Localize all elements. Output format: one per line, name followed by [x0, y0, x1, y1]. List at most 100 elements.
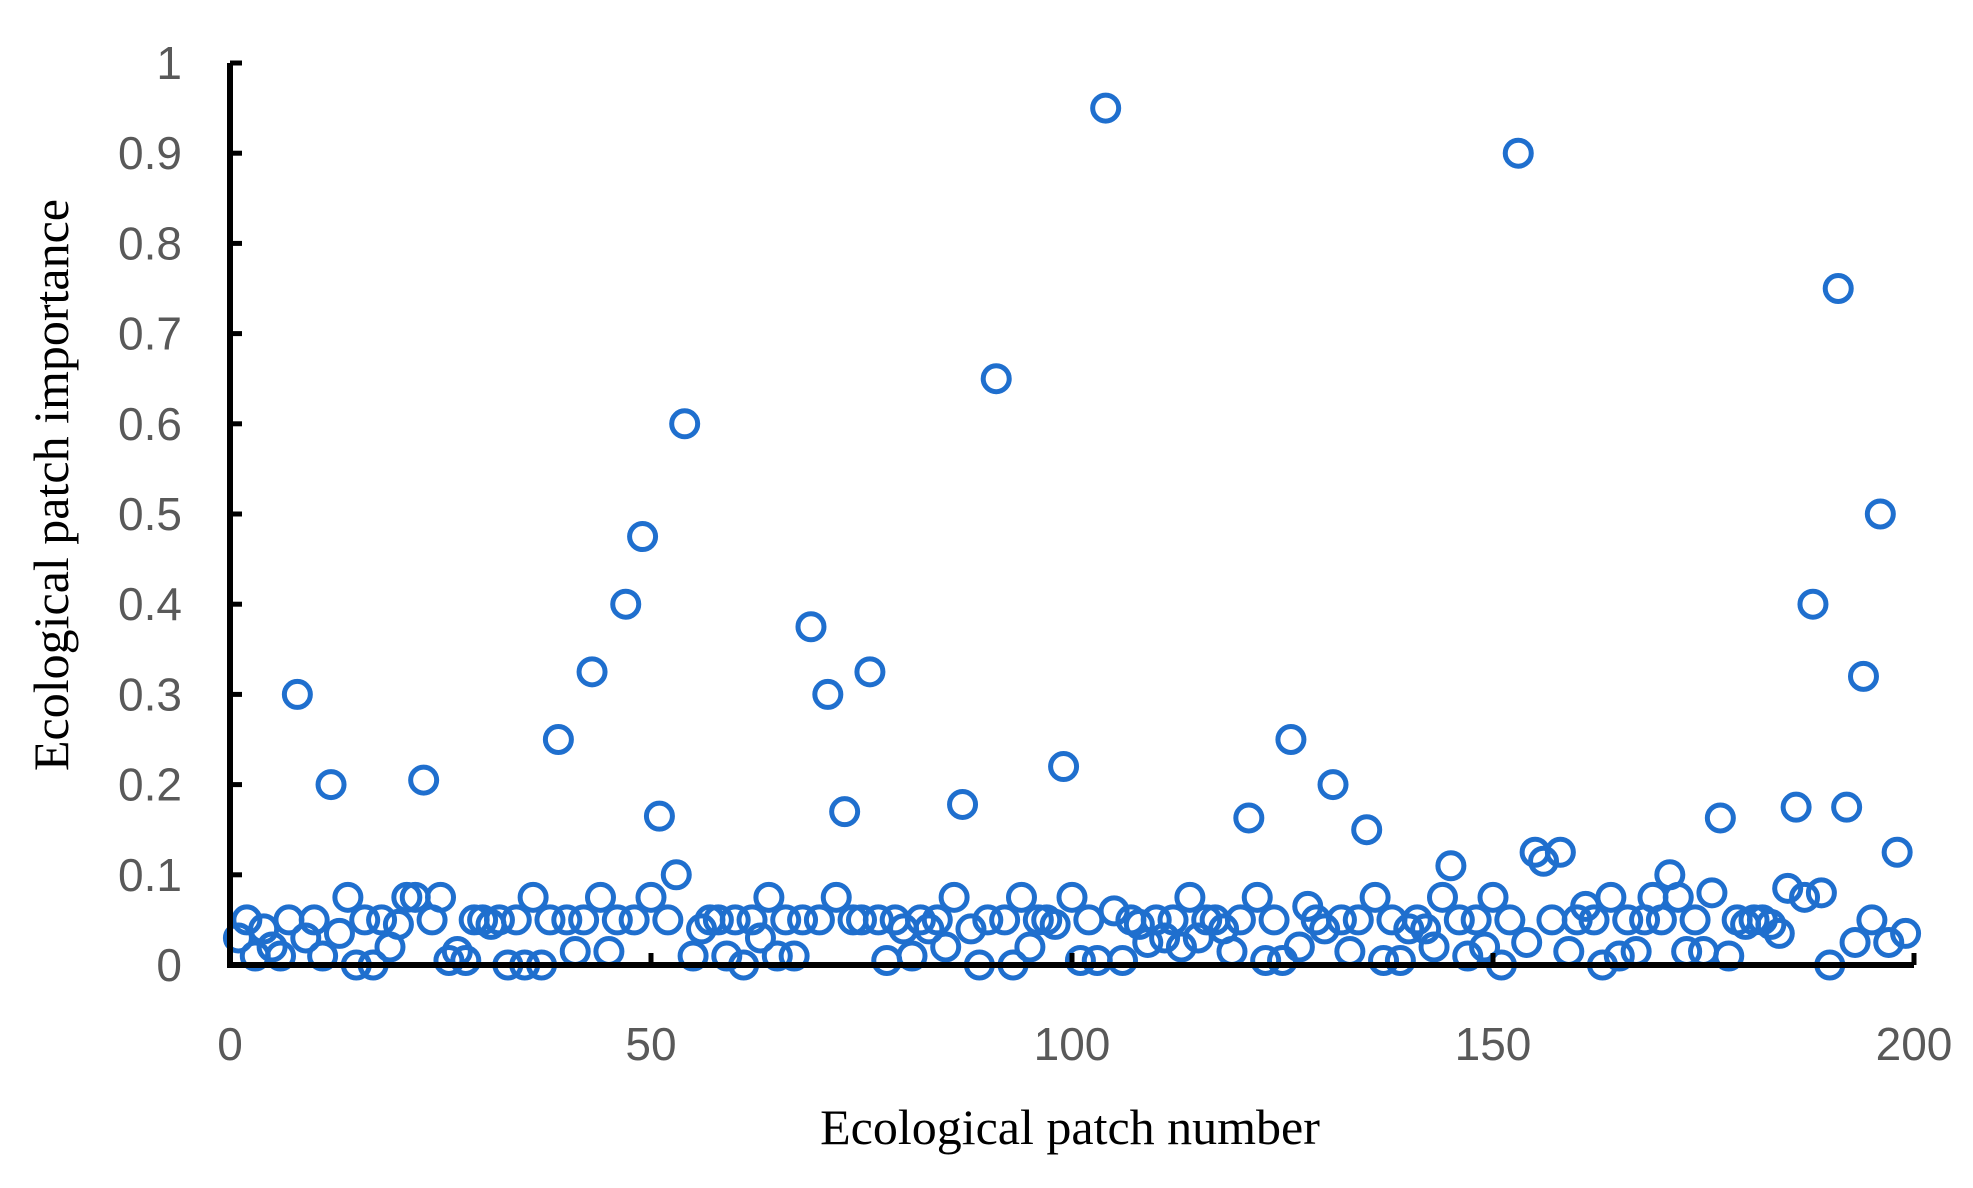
data-point [1864, 498, 1896, 530]
data-point [1064, 944, 1096, 976]
data-point [643, 800, 675, 832]
data-point [1267, 944, 1298, 976]
data-point [1763, 917, 1795, 949]
data-point [1704, 802, 1736, 834]
data-point [265, 940, 297, 972]
y-tick-label: 1 [156, 37, 182, 89]
data-point [610, 588, 642, 620]
data-point [1881, 836, 1913, 868]
data-point [1536, 904, 1568, 936]
data-point [1460, 904, 1492, 936]
data-point [425, 881, 456, 913]
data-point [231, 904, 263, 936]
data-point [307, 940, 339, 972]
data-point [846, 904, 877, 936]
data-point [551, 904, 583, 936]
data-point [1553, 935, 1585, 967]
y-tick-label: 0 [156, 939, 182, 991]
data-point [635, 881, 667, 913]
data-point [980, 363, 1012, 395]
data-point [702, 904, 734, 936]
data-point [1165, 931, 1197, 963]
data-point [1005, 881, 1037, 913]
data-point [618, 904, 650, 936]
data-point [1426, 881, 1458, 913]
data-point [1755, 908, 1787, 940]
data-point [408, 764, 440, 796]
data-point [1325, 904, 1357, 936]
data-point [1595, 881, 1627, 913]
data-points [222, 92, 1922, 981]
data-point [1528, 845, 1560, 877]
data-point [1090, 92, 1122, 124]
data-point [1107, 944, 1139, 976]
data-point [921, 904, 953, 936]
data-point [820, 881, 852, 913]
data-point [1140, 904, 1172, 936]
data-point [559, 935, 591, 967]
data-point [256, 931, 288, 963]
data-point [1847, 660, 1879, 692]
y-tick-label: 0.2 [118, 759, 182, 811]
data-point [1081, 944, 1113, 976]
data-point [1696, 877, 1728, 909]
data-point [1856, 904, 1888, 936]
data-point [787, 904, 819, 936]
data-point [1233, 802, 1265, 834]
data-point [323, 917, 355, 949]
data-point [778, 940, 810, 972]
data-point [576, 656, 608, 688]
data-point [736, 904, 768, 936]
x-tick-label: 50 [625, 1018, 676, 1070]
data-point [812, 678, 844, 710]
data-point [1477, 881, 1509, 913]
data-point [989, 904, 1021, 936]
data-point [542, 724, 574, 755]
y-tick-label: 0.1 [118, 849, 182, 901]
data-point [1393, 913, 1425, 945]
data-point [1317, 769, 1349, 801]
data-point [1780, 791, 1812, 823]
y-tick-label: 0.3 [118, 668, 182, 720]
data-point [1890, 917, 1922, 949]
data-point [1250, 944, 1282, 976]
data-point [1014, 931, 1046, 963]
data-point [1283, 931, 1315, 963]
data-point [955, 913, 987, 945]
data-point [1334, 935, 1366, 967]
data-point [686, 913, 718, 945]
data-point [1258, 904, 1290, 936]
data-point [1309, 913, 1341, 945]
data-point [1873, 926, 1905, 958]
y-tick-label: 0.9 [118, 127, 182, 179]
y-tick-label: 0.8 [118, 217, 182, 269]
data-point [517, 881, 549, 913]
data-point [290, 922, 322, 954]
data-point [1435, 850, 1467, 882]
data-point [1342, 904, 1374, 936]
x-axis-ticks: 0 50 100 150 200 [217, 953, 1952, 1070]
data-point [1469, 931, 1501, 963]
data-point [349, 904, 381, 936]
data-point [1494, 904, 1526, 936]
data-point [719, 904, 751, 936]
y-tick-label: 0.6 [118, 398, 182, 450]
data-point [1511, 926, 1543, 958]
data-point [1216, 935, 1248, 967]
data-point [1384, 944, 1416, 976]
data-point [332, 881, 364, 913]
data-point [483, 904, 515, 936]
data-point [1241, 881, 1273, 913]
x-tick-label: 150 [1455, 1018, 1532, 1070]
data-point [652, 904, 684, 936]
data-point [1073, 904, 1105, 936]
data-point [896, 940, 928, 972]
data-point [1359, 881, 1391, 913]
data-point [1620, 935, 1652, 967]
data-point [1612, 904, 1644, 936]
y-axis-title: Ecological patch importance [23, 199, 79, 771]
data-point [1351, 814, 1383, 846]
data-point [1713, 940, 1745, 972]
data-point [1123, 908, 1155, 940]
data-point [593, 935, 625, 967]
